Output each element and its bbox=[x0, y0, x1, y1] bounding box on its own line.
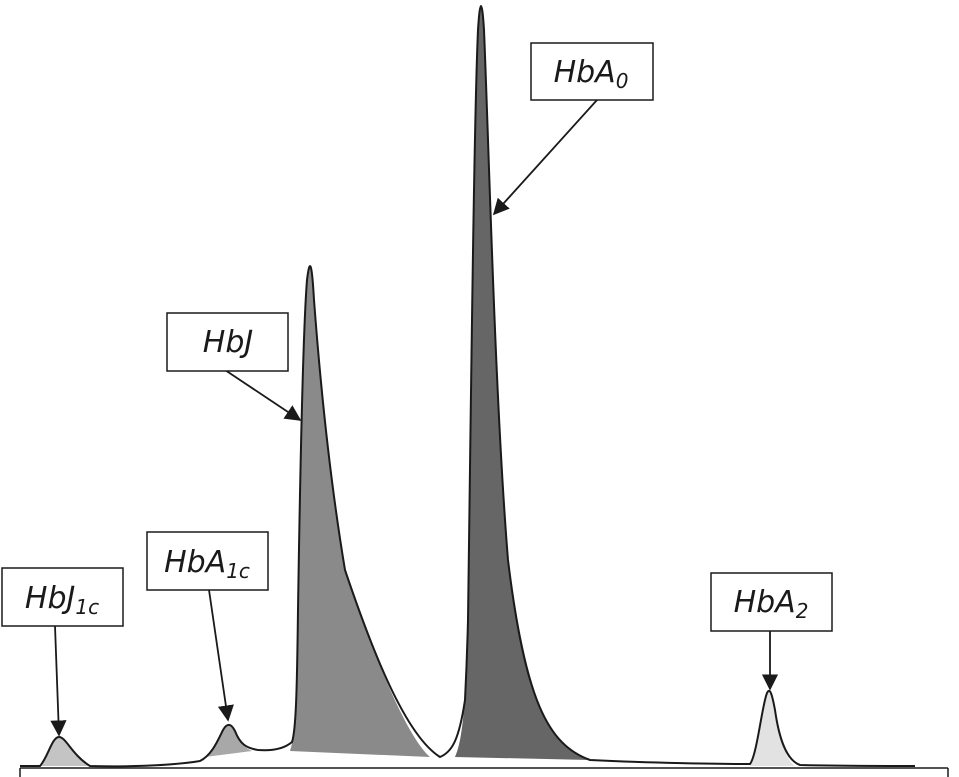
label-hbj1c: HbJ1c bbox=[1, 567, 124, 627]
svg-text:HbA0: HbA0 bbox=[554, 55, 629, 93]
svg-text:HbA1c: HbA1c bbox=[164, 545, 250, 583]
x-axis bbox=[19, 767, 949, 777]
arrow-hba1c bbox=[208, 589, 234, 722]
svg-text:HbA2: HbA2 bbox=[734, 585, 809, 623]
arrow-hba0 bbox=[492, 99, 598, 216]
peak-area-hba2 bbox=[750, 690, 795, 766]
arrow-hbj1c bbox=[50, 625, 67, 737]
label-hba2: HbA2 bbox=[710, 572, 833, 632]
arrow-hbj bbox=[224, 369, 302, 421]
svg-text:HbJ1c: HbJ1c bbox=[25, 581, 99, 619]
label-hba0: HbA0 bbox=[530, 42, 654, 101]
label-hbj: HbJ bbox=[166, 312, 289, 372]
peak-area-hbj bbox=[290, 266, 430, 757]
peak-area-hba0 bbox=[455, 6, 590, 760]
peak-area-hba1c bbox=[205, 724, 252, 757]
svg-text:HbJ: HbJ bbox=[203, 325, 253, 360]
label-hba1c: HbA1c bbox=[146, 531, 269, 591]
chromatogram-trace bbox=[20, 5, 916, 768]
